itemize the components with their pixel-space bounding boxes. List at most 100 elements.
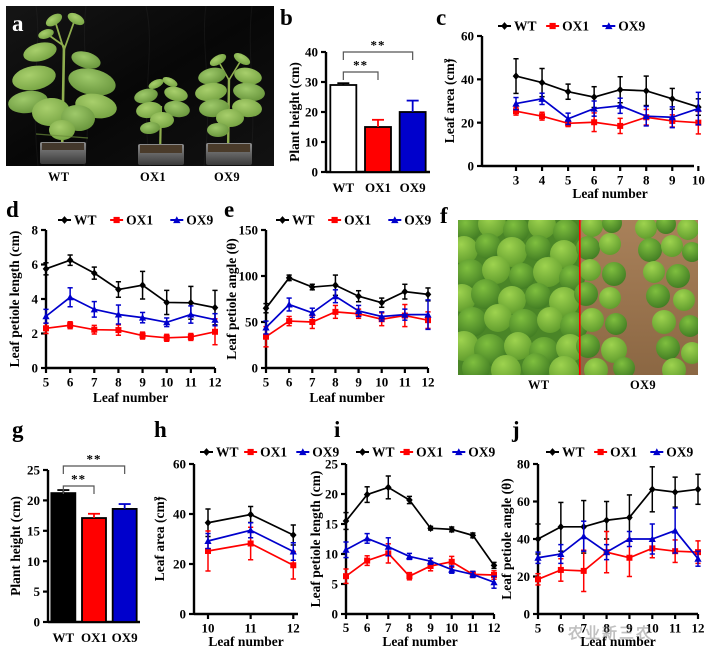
svg-text:7: 7 (385, 620, 392, 635)
svg-text:Leaf area (cm): Leaf area (cm) (152, 497, 167, 581)
panel-c-chart: 0 20 40 60 3 4 5 6 7 8 9 10 Leaf area (cm) 2 Leaf numb… (442, 8, 705, 201)
svg-text:30: 30 (305, 75, 318, 90)
svg-text:5: 5 (535, 621, 542, 636)
svg-text:100: 100 (239, 269, 259, 284)
svg-text:8: 8 (332, 375, 339, 390)
svg-text:10: 10 (325, 547, 338, 562)
panel-a-caption-wt: WT (48, 170, 70, 184)
divider-line (579, 220, 581, 375)
svg-text:8: 8 (603, 621, 610, 636)
svg-text:**: ** (353, 58, 368, 73)
svg-text:20: 20 (305, 105, 318, 120)
svg-text:OX9: OX9 (468, 445, 495, 460)
svg-text:9: 9 (139, 375, 146, 390)
svg-text:10: 10 (305, 135, 318, 150)
svg-text:0: 0 (468, 159, 475, 174)
svg-text:9: 9 (669, 173, 676, 188)
panel-a-caption-ox1: OX1 (140, 170, 166, 184)
svg-text:Plant height (cm): Plant height (cm) (287, 62, 302, 162)
svg-text:OX9: OX9 (618, 19, 645, 34)
panel-h-chart: 0 20 40 60 10 11 12 Leaf area (cm) 2 Leaf number W… (152, 436, 340, 649)
svg-text:Leaf number: Leaf number (93, 390, 168, 405)
panel-a-caption-ox9: OX9 (214, 170, 240, 184)
svg-text:WT: WT (372, 445, 395, 460)
svg-text:4: 4 (539, 173, 546, 188)
svg-text:60: 60 (517, 494, 530, 509)
svg-text:OX1: OX1 (126, 213, 153, 228)
svg-text:OX1: OX1 (260, 445, 287, 460)
plants-illustration (6, 6, 274, 166)
panel-label-i: i (334, 417, 341, 442)
svg-text:0: 0 (312, 165, 319, 180)
svg-text:40: 40 (305, 45, 318, 60)
svg-text:Leaf petiole length (cm): Leaf petiole length (cm) (7, 231, 22, 368)
svg-text:10: 10 (692, 173, 705, 188)
svg-text:40: 40 (517, 532, 530, 547)
svg-text:0: 0 (252, 361, 259, 376)
svg-text:OX9: OX9 (666, 445, 693, 460)
svg-text:0: 0 (524, 607, 531, 622)
svg-text:OX1: OX1 (610, 445, 637, 460)
svg-text:2: 2 (32, 326, 39, 341)
svg-text:10: 10 (646, 621, 659, 636)
panel-j-chart: 0 20 40 60 80 5 6 7 8 9 10 11 12 Leaf petiole angle (… (499, 436, 706, 649)
svg-text:7: 7 (580, 621, 587, 636)
svg-text:60: 60 (173, 457, 186, 472)
svg-text:11: 11 (185, 375, 197, 390)
svg-text:Leaf number: Leaf number (382, 634, 457, 649)
svg-text:WT: WT (562, 445, 585, 460)
svg-text:5: 5 (263, 375, 270, 390)
svg-text:5: 5 (43, 375, 50, 390)
panel-f-caption-wt: WT (528, 378, 550, 392)
svg-text:OX1: OX1 (562, 19, 589, 34)
svg-text:12: 12 (692, 621, 705, 636)
svg-text:0: 0 (32, 361, 39, 376)
panel-label-h: h (154, 417, 167, 442)
svg-text:Leaf petiole angle (θ): Leaf petiole angle (θ) (499, 478, 514, 599)
svg-text:150: 150 (239, 223, 259, 238)
svg-text:0: 0 (34, 615, 41, 630)
svg-text:0: 0 (332, 607, 339, 622)
svg-text:4: 4 (32, 292, 39, 307)
svg-text:25: 25 (27, 463, 41, 478)
svg-text:7: 7 (617, 173, 624, 188)
svg-text:OX1: OX1 (344, 213, 371, 228)
svg-text:Leaf area (cm): Leaf area (cm) (442, 59, 457, 143)
svg-text:6: 6 (32, 257, 39, 272)
panel-a-photo (6, 6, 274, 166)
svg-text:8: 8 (643, 173, 650, 188)
svg-text:OX9: OX9 (112, 630, 139, 645)
svg-text:OX9: OX9 (186, 213, 213, 228)
svg-text:WT: WT (332, 180, 354, 195)
svg-text:60: 60 (461, 29, 474, 44)
svg-text:OX1: OX1 (416, 445, 443, 460)
svg-text:6: 6 (364, 620, 371, 635)
svg-text:20: 20 (461, 115, 474, 130)
svg-text:20: 20 (325, 487, 338, 502)
svg-text:5: 5 (34, 584, 41, 599)
svg-text:15: 15 (27, 523, 41, 538)
svg-text:10: 10 (160, 375, 173, 390)
svg-text:11: 11 (467, 620, 479, 635)
svg-text:9: 9 (427, 620, 434, 635)
svg-text:2: 2 (442, 58, 452, 63)
svg-text:WT: WT (292, 213, 315, 228)
svg-text:OX1: OX1 (81, 630, 107, 645)
svg-text:3: 3 (513, 173, 520, 188)
panel-label-f: f (440, 203, 448, 228)
svg-text:8: 8 (406, 620, 413, 635)
svg-text:40: 40 (173, 507, 186, 522)
svg-text:20: 20 (173, 557, 186, 572)
svg-text:6: 6 (286, 375, 293, 390)
svg-text:15: 15 (325, 517, 339, 532)
panel-e-chart: 0 50 100 150 5 6 7 8 9 10 11 12 Leaf petiole angle (… (224, 204, 435, 405)
svg-text:8: 8 (115, 375, 122, 390)
panel-label-d: d (6, 197, 19, 222)
panel-b-chart: 0 10 20 30 40 WT OX1 OX9 Plant height (cm) ** ** (286, 8, 436, 196)
svg-text:OX9: OX9 (400, 180, 427, 195)
svg-text:5: 5 (332, 577, 339, 592)
panel-label-b: b (280, 5, 293, 30)
svg-text:7: 7 (309, 375, 316, 390)
panel-label-g: g (12, 417, 24, 442)
svg-text:8: 8 (32, 223, 39, 238)
